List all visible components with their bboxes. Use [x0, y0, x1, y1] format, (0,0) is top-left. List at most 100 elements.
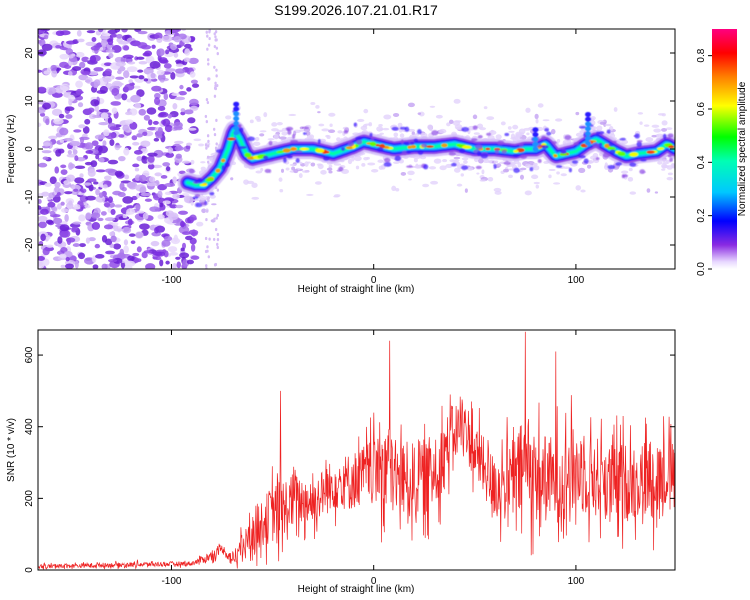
- ridge-blob: [188, 168, 195, 174]
- streak-speckle: [213, 263, 217, 267]
- faint-speckle: [519, 167, 527, 171]
- faint-speckle: [310, 102, 316, 105]
- ridge-hotspot: [244, 152, 252, 158]
- noise-speckle: [114, 145, 122, 149]
- faint-speckle: [357, 118, 365, 123]
- ridge-blob: [583, 158, 589, 164]
- ridge-hotspot: [617, 151, 626, 157]
- faint-speckle: [397, 122, 403, 128]
- noise-speckle: [100, 112, 109, 119]
- noise-speckle: [81, 56, 90, 63]
- noise-speckle: [71, 226, 78, 232]
- noise-speckle: [71, 184, 81, 191]
- ridge-blob: [343, 129, 349, 134]
- faint-speckle: [407, 102, 415, 108]
- x-tick-label: 100: [568, 576, 585, 587]
- faint-speckle: [473, 132, 480, 135]
- noise-speckle: [40, 233, 46, 242]
- noise-speckle: [109, 231, 115, 237]
- noise-speckle: [90, 99, 100, 107]
- noise-speckle: [173, 52, 179, 58]
- streak-speckle: [207, 62, 210, 66]
- noise-speckle: [143, 67, 154, 75]
- noise-speckle: [53, 118, 64, 125]
- noise-speckle: [165, 49, 170, 55]
- faint-speckle: [487, 177, 494, 182]
- noise-speckle: [133, 150, 143, 155]
- streak-speckle: [205, 209, 209, 213]
- faint-speckle: [454, 124, 463, 130]
- noise-speckle: [116, 37, 123, 43]
- faint-speckle: [580, 189, 586, 193]
- streak-speckle: [206, 47, 209, 51]
- ridge-blob: [471, 138, 478, 142]
- streak-speckle: [207, 144, 210, 148]
- faint-speckle: [661, 168, 666, 171]
- noise-speckle: [118, 134, 125, 138]
- noise-speckle: [79, 243, 86, 248]
- faint-speckle: [200, 161, 206, 164]
- noise-speckle: [41, 43, 53, 51]
- noise-speckle: [109, 139, 115, 147]
- ridge-blob: [353, 122, 357, 127]
- faint-speckle: [600, 121, 605, 125]
- noise-speckle: [66, 174, 76, 182]
- streak-speckle: [204, 143, 208, 147]
- ridge-hotspot: [290, 147, 298, 151]
- ridge-blob: [595, 157, 600, 161]
- ridge-blob: [370, 137, 375, 141]
- faint-speckle: [315, 105, 320, 109]
- noise-speckle: [179, 252, 190, 259]
- faint-speckle: [273, 133, 279, 140]
- noise-speckle: [107, 196, 113, 204]
- ridge-blob: [283, 157, 287, 163]
- noise-speckle: [43, 34, 49, 40]
- noise-speckle: [38, 122, 42, 128]
- ridge-blob: [606, 129, 611, 134]
- ridge-blob: [555, 164, 563, 168]
- faint-speckle: [433, 158, 442, 164]
- faint-speckle: [336, 137, 341, 142]
- ridge-blob: [451, 162, 457, 167]
- faint-speckle: [589, 126, 598, 130]
- noise-speckle: [184, 109, 194, 115]
- noise-speckle: [99, 85, 108, 94]
- faint-speckle: [329, 123, 333, 128]
- ridge-blob: [194, 180, 198, 184]
- faint-speckle: [276, 122, 283, 126]
- ridge-blob: [544, 128, 549, 132]
- ridge-blob: [458, 148, 466, 154]
- noise-speckle: [183, 57, 191, 63]
- noise-speckle: [100, 39, 108, 47]
- noise-speckle: [130, 240, 136, 245]
- noise-speckle: [143, 78, 149, 82]
- ridge-blob: [461, 165, 469, 170]
- ridge-excursion: [532, 136, 539, 142]
- noise-speckle: [67, 71, 73, 76]
- faint-speckle: [479, 179, 486, 182]
- ridge-hotspot: [282, 148, 291, 153]
- ridge-blob: [285, 126, 294, 131]
- streak-speckle: [212, 237, 216, 242]
- noise-speckle: [132, 141, 140, 146]
- noise-speckle: [181, 231, 191, 236]
- faint-speckle: [435, 114, 443, 119]
- noise-speckle: [93, 67, 104, 72]
- noise-speckle: [151, 231, 162, 237]
- ridge-blob: [404, 142, 410, 146]
- faint-speckle: [621, 139, 629, 145]
- noise-speckle: [59, 61, 69, 68]
- noise-speckle: [190, 243, 196, 252]
- ridge-blob: [216, 149, 224, 154]
- noise-speckle: [137, 30, 148, 35]
- noise-speckle: [122, 226, 132, 234]
- noise-speckle: [50, 64, 57, 71]
- noise-speckle: [127, 255, 135, 262]
- noise-speckle: [91, 221, 101, 230]
- streak-speckle: [205, 30, 208, 34]
- noise-speckle: [82, 126, 90, 134]
- streak-speckle: [205, 264, 208, 268]
- ridge-hotspot: [410, 144, 417, 149]
- streak-speckle: [204, 236, 208, 241]
- noise-speckle: [54, 186, 60, 193]
